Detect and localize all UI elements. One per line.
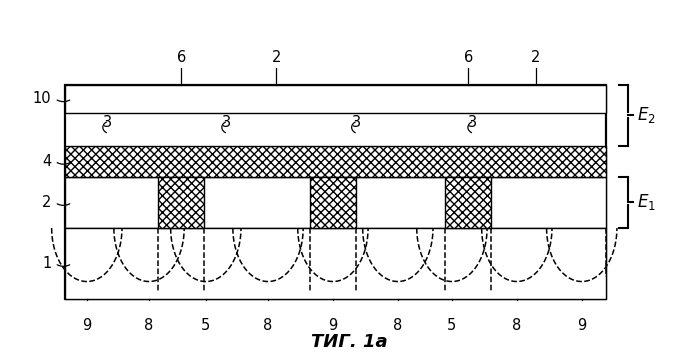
Text: 8: 8 — [145, 318, 154, 333]
Text: $E_1$: $E_1$ — [637, 192, 656, 212]
Text: 3: 3 — [103, 114, 113, 130]
Text: 5: 5 — [201, 318, 210, 333]
Text: 8: 8 — [512, 318, 521, 333]
Bar — [65, 146, 606, 177]
Bar — [65, 85, 606, 299]
Bar — [65, 177, 606, 228]
Text: 2: 2 — [531, 50, 540, 65]
Text: 5: 5 — [447, 318, 456, 333]
Text: 9: 9 — [329, 318, 338, 333]
Text: 6: 6 — [177, 50, 186, 65]
Text: 3: 3 — [352, 114, 361, 130]
Text: 2: 2 — [42, 195, 51, 210]
Text: 4: 4 — [42, 154, 51, 169]
Text: 1: 1 — [42, 256, 51, 271]
Text: ΤИГ. 1а: ΤИГ. 1а — [311, 333, 388, 352]
Bar — [65, 85, 606, 113]
Text: $E_2$: $E_2$ — [637, 105, 656, 125]
Bar — [445, 177, 491, 228]
Text: 3: 3 — [468, 114, 477, 130]
Text: 8: 8 — [394, 318, 403, 333]
Bar — [159, 177, 205, 228]
Text: 9: 9 — [82, 318, 92, 333]
Text: 3: 3 — [222, 114, 231, 130]
Text: 8: 8 — [264, 318, 273, 333]
Text: 9: 9 — [577, 318, 586, 333]
Text: 10: 10 — [33, 91, 51, 106]
Bar — [310, 177, 356, 228]
Bar — [65, 228, 606, 299]
Text: 2: 2 — [271, 50, 281, 65]
Text: 6: 6 — [463, 50, 473, 65]
